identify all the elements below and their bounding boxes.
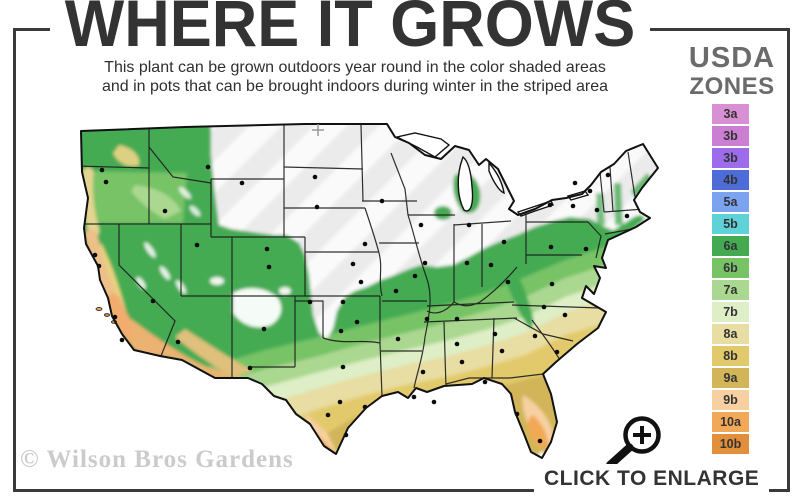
- click-to-enlarge-button[interactable]: CLICK TO ENLARGE: [534, 464, 770, 494]
- zone-chip-3b: 3b: [712, 126, 749, 146]
- subtitle-line-2: and in pots that can be brought indoors …: [101, 78, 609, 95]
- legend-title-line-2: ZONES: [689, 73, 775, 100]
- zone-chip-6a: 6a: [712, 236, 749, 256]
- zone-chip-4b: 4b: [712, 170, 749, 190]
- zone-legend: 3a 3b 3b 4b 5a 5b 6a 6b 7a 7b 8a 8b 9a 9…: [712, 104, 749, 456]
- subtitle-line-1: This plant can be grown outdoors year ro…: [104, 59, 606, 76]
- zone-chip-3b-2: 3b: [712, 148, 749, 168]
- zone-chip-8a: 8a: [712, 324, 749, 344]
- zone-chip-7a: 7a: [712, 280, 749, 300]
- zone-chip-3a: 3a: [712, 104, 749, 124]
- zone-chip-5b: 5b: [712, 214, 749, 234]
- state-borders: [81, 124, 645, 397]
- zone-chip-10b: 10b: [712, 434, 749, 454]
- magnifier-plus-icon[interactable]: [598, 408, 670, 475]
- zone-chip-5a: 5a: [712, 192, 749, 212]
- zone-chip-10a: 10a: [712, 412, 749, 432]
- watermark: © Wilson Bros Gardens: [20, 446, 294, 473]
- zone-chip-8b: 8b: [712, 346, 749, 366]
- legend-title: USDA ZONES: [676, 44, 788, 99]
- city-dots: [92, 164, 630, 444]
- crosshair-mark: [312, 124, 324, 136]
- us-hardiness-zone-map[interactable]: [65, 115, 675, 485]
- great-lakes: [394, 132, 590, 217]
- zone-chip-9a: 9a: [712, 368, 749, 388]
- legend-title-line-1: USDA: [688, 42, 776, 74]
- zone-chip-6b: 6b: [712, 258, 749, 278]
- zone-chip-7b: 7b: [712, 302, 749, 322]
- zone-chip-9b: 9b: [712, 390, 749, 410]
- us-outline: [80, 123, 659, 459]
- page-title: WHERE IT GROWS: [50, 0, 650, 58]
- subtitle: This plant can be grown outdoors year ro…: [70, 58, 640, 96]
